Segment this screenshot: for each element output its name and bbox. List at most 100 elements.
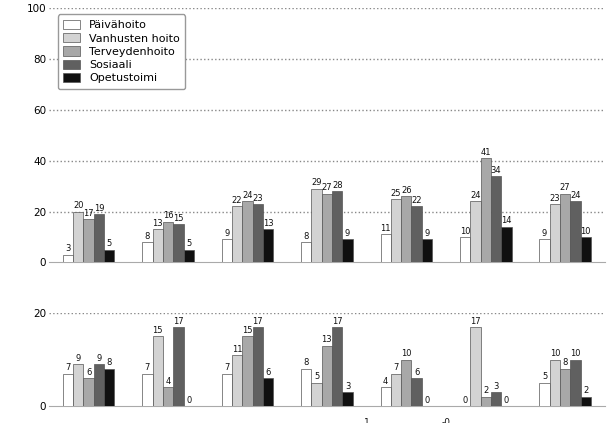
Text: 4: 4 <box>383 377 388 386</box>
Bar <box>252 204 263 262</box>
Text: 9: 9 <box>76 354 81 363</box>
Text: 20: 20 <box>73 201 84 210</box>
Text: 10: 10 <box>580 227 591 236</box>
Bar <box>540 239 550 262</box>
Text: 24: 24 <box>242 191 253 200</box>
Text: 9: 9 <box>345 229 350 238</box>
Bar <box>401 360 411 406</box>
Bar <box>312 383 322 406</box>
Bar <box>63 255 73 262</box>
Text: 17: 17 <box>252 316 263 326</box>
Text: 0: 0 <box>463 396 467 405</box>
Bar <box>63 374 73 406</box>
Legend: Päivähoito, Vanhusten hoito, Terveydenhoito, Sosiaali, Opetustoimi: Päivähoito, Vanhusten hoito, Terveydenho… <box>58 14 185 89</box>
Text: 22: 22 <box>232 196 243 205</box>
Bar <box>163 222 173 262</box>
Bar <box>104 250 114 262</box>
Text: 34: 34 <box>491 166 502 175</box>
Text: 3: 3 <box>494 382 499 391</box>
Text: 11: 11 <box>381 224 391 233</box>
Bar <box>263 378 273 406</box>
Text: 10: 10 <box>550 349 560 358</box>
Bar <box>163 387 173 406</box>
Text: 15: 15 <box>173 214 183 223</box>
Text: 9: 9 <box>542 229 547 238</box>
Bar <box>93 214 104 262</box>
Text: 27: 27 <box>560 184 571 192</box>
Text: 16: 16 <box>163 212 174 220</box>
Bar <box>342 392 353 406</box>
Bar <box>73 364 84 406</box>
Bar <box>142 374 153 406</box>
Text: 13: 13 <box>263 219 273 228</box>
Text: 29: 29 <box>312 179 322 187</box>
Text: 10: 10 <box>460 227 470 236</box>
Text: 41: 41 <box>480 148 491 157</box>
Text: 17: 17 <box>173 316 184 326</box>
Bar <box>252 327 263 406</box>
Text: 15: 15 <box>242 326 253 335</box>
Text: 23: 23 <box>549 194 560 203</box>
Bar <box>153 336 163 406</box>
Bar <box>550 360 560 406</box>
Text: 6: 6 <box>265 368 271 377</box>
Bar <box>93 364 104 406</box>
Bar <box>411 206 422 262</box>
Bar <box>183 250 194 262</box>
Bar <box>560 369 570 406</box>
Bar <box>560 194 570 262</box>
Text: 28: 28 <box>332 181 343 190</box>
Text: 5: 5 <box>542 372 547 382</box>
Bar <box>322 346 332 406</box>
Text: 10: 10 <box>401 349 412 358</box>
Bar <box>232 355 243 406</box>
Bar <box>401 196 411 262</box>
Bar <box>470 327 481 406</box>
Text: 3: 3 <box>65 244 71 253</box>
Bar <box>491 176 501 262</box>
Bar <box>243 201 252 262</box>
Text: 25: 25 <box>391 189 401 198</box>
Text: -0: -0 <box>442 418 450 423</box>
Bar <box>104 369 114 406</box>
Text: 5: 5 <box>314 372 319 382</box>
Bar <box>142 242 153 262</box>
Bar <box>232 206 243 262</box>
Bar <box>84 378 93 406</box>
Text: 8: 8 <box>145 232 150 241</box>
Text: 27: 27 <box>321 184 332 192</box>
Text: 0: 0 <box>186 396 191 405</box>
Bar <box>501 227 511 262</box>
Bar <box>222 239 232 262</box>
Bar <box>263 229 273 262</box>
Bar <box>550 204 560 262</box>
Text: 8: 8 <box>304 358 309 368</box>
Text: 3: 3 <box>345 382 350 391</box>
Bar <box>460 237 470 262</box>
Text: 2: 2 <box>584 386 588 396</box>
Bar <box>342 239 353 262</box>
Text: 26: 26 <box>401 186 412 195</box>
Text: 7: 7 <box>145 363 150 372</box>
Text: 19: 19 <box>93 204 104 213</box>
Text: 10: 10 <box>570 349 580 358</box>
Text: 9: 9 <box>224 229 229 238</box>
Bar <box>411 378 422 406</box>
Bar <box>481 158 491 262</box>
Bar <box>322 194 332 262</box>
Text: 9: 9 <box>97 354 101 363</box>
Bar <box>173 327 183 406</box>
Text: 14: 14 <box>501 217 511 225</box>
Bar <box>381 387 391 406</box>
Text: 17: 17 <box>83 209 94 218</box>
Text: 7: 7 <box>224 363 230 372</box>
Bar <box>491 392 501 406</box>
Text: 17: 17 <box>332 316 343 326</box>
Text: 8: 8 <box>106 358 112 368</box>
Text: 6: 6 <box>414 368 419 377</box>
Text: 8: 8 <box>563 358 568 368</box>
Bar <box>301 369 312 406</box>
Bar <box>481 397 491 406</box>
Text: 7: 7 <box>65 363 71 372</box>
Text: 23: 23 <box>252 194 263 203</box>
